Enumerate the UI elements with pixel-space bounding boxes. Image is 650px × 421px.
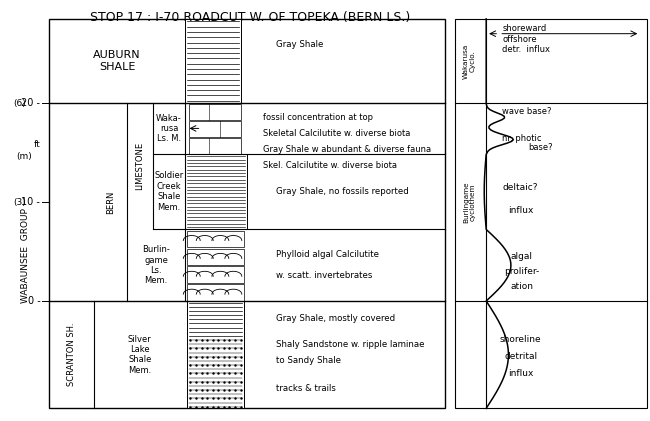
Text: shoreward: shoreward — [502, 24, 547, 33]
Text: WABAUNSEE  GROUP: WABAUNSEE GROUP — [21, 208, 31, 303]
Text: (3): (3) — [13, 197, 26, 207]
Text: 20 -: 20 - — [21, 98, 40, 108]
Text: ation: ation — [510, 282, 534, 291]
Text: (m): (m) — [16, 152, 32, 161]
Text: Skel. Calcilutite w. diverse biota: Skel. Calcilutite w. diverse biota — [263, 160, 397, 170]
Text: SCRANTON SH.: SCRANTON SH. — [67, 323, 76, 386]
Bar — [188, 138, 240, 154]
Bar — [188, 104, 240, 120]
Text: BERN: BERN — [106, 190, 115, 214]
Text: influx: influx — [508, 206, 534, 215]
Text: Gray Shale w abundant & diverse fauna: Gray Shale w abundant & diverse fauna — [263, 145, 432, 154]
Bar — [185, 154, 247, 229]
Bar — [185, 19, 240, 103]
Text: Gray Shale, no fossils reported: Gray Shale, no fossils reported — [276, 187, 409, 196]
Text: w. scatt. invertebrates: w. scatt. invertebrates — [276, 271, 372, 280]
Text: tracks & trails: tracks & trails — [276, 384, 336, 393]
Text: base?: base? — [528, 143, 553, 152]
Text: deltaic?: deltaic? — [503, 183, 538, 192]
Text: Phylloid algal Calcilutite: Phylloid algal Calcilutite — [276, 250, 379, 259]
Bar — [187, 248, 244, 265]
Bar — [187, 301, 244, 408]
Text: Skeletal Calcilutite w. diverse biota: Skeletal Calcilutite w. diverse biota — [263, 129, 411, 139]
Text: detr.  influx: detr. influx — [502, 45, 551, 54]
Text: Silver
Lake
Shale
Mem.: Silver Lake Shale Mem. — [128, 335, 151, 375]
Text: Wakarusa
Cyclo.: Wakarusa Cyclo. — [463, 43, 476, 79]
Text: LIMESTONE: LIMESTONE — [135, 142, 144, 190]
Text: wave base?: wave base? — [502, 107, 552, 116]
Text: ft: ft — [34, 140, 40, 149]
Text: offshore: offshore — [502, 35, 537, 44]
Text: Burlingame
cyclothem: Burlingame cyclothem — [463, 181, 476, 223]
Bar — [187, 266, 244, 283]
Text: Gray Shale, mostly covered: Gray Shale, mostly covered — [276, 314, 395, 323]
Text: 10 -: 10 - — [21, 197, 40, 207]
Text: nr. photic: nr. photic — [502, 134, 542, 144]
Text: detrital: detrital — [504, 352, 537, 361]
Text: (6): (6) — [13, 99, 26, 108]
Text: Gray Shale: Gray Shale — [276, 40, 324, 49]
Bar — [188, 121, 240, 137]
Text: prolifer-: prolifer- — [504, 267, 540, 276]
Text: STOP 17 : I-70 ROADCUT W. OF TOPEKA (BERN LS.): STOP 17 : I-70 ROADCUT W. OF TOPEKA (BER… — [90, 11, 410, 24]
Bar — [187, 284, 244, 301]
Text: fossil concentration at top: fossil concentration at top — [263, 112, 373, 122]
Text: shoreline: shoreline — [500, 336, 541, 344]
Text: 0 -: 0 - — [27, 296, 40, 306]
Text: Soldier
Creek
Shale
Mem.: Soldier Creek Shale Mem. — [155, 171, 183, 212]
Text: algal: algal — [511, 252, 533, 261]
Text: to Sandy Shale: to Sandy Shale — [276, 356, 341, 365]
Text: Waka-
rusa
Ls. M.: Waka- rusa Ls. M. — [156, 114, 182, 143]
Bar — [455, 19, 647, 408]
Text: Shaly Sandstone w. ripple laminae: Shaly Sandstone w. ripple laminae — [276, 340, 424, 349]
Bar — [187, 231, 244, 248]
Bar — [49, 19, 445, 408]
Text: AUBURN
SHALE: AUBURN SHALE — [93, 50, 141, 72]
Text: influx: influx — [508, 369, 534, 378]
Text: Burlin-
game
Ls.
Mem.: Burlin- game Ls. Mem. — [142, 245, 170, 285]
